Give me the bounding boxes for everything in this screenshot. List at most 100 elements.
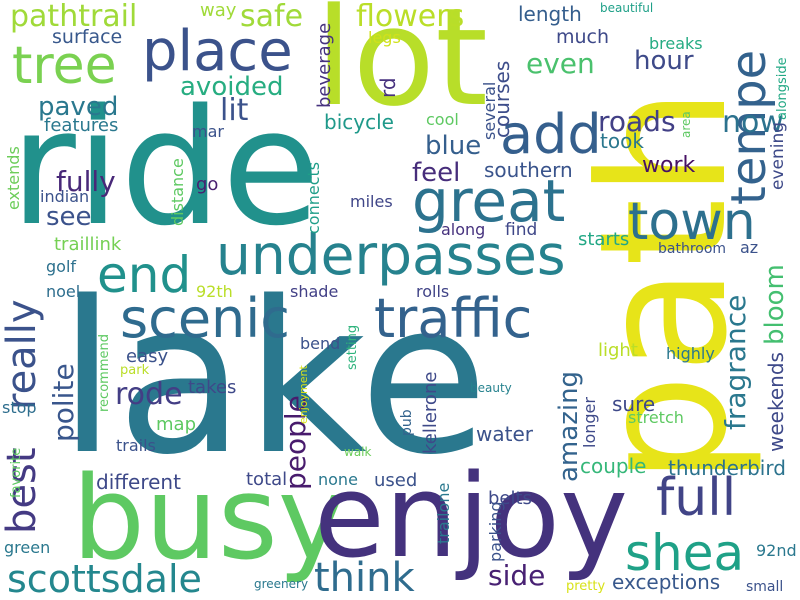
word-avoided: avoided xyxy=(180,72,284,102)
word-trailone: trailone xyxy=(434,482,453,544)
word-enjoyment: enjoyment xyxy=(297,365,310,424)
word-length: length xyxy=(518,2,582,26)
word-legs: legs xyxy=(368,28,401,47)
word-bloom: bloom xyxy=(760,264,790,345)
word-polite: polite xyxy=(47,363,80,442)
word-safe: safe xyxy=(240,0,304,34)
word-kellerone: kellerone xyxy=(420,371,441,454)
word-bend: bend xyxy=(300,334,341,353)
word-setting: setting xyxy=(345,324,360,370)
word-enjoy: enjoy xyxy=(314,450,629,584)
word-recommend: recommend xyxy=(97,334,112,412)
word-green: green xyxy=(4,538,51,557)
word-easy: easy xyxy=(126,346,169,367)
word-several: several xyxy=(480,81,499,140)
word-extends: extends xyxy=(4,146,23,210)
word-lot: lot xyxy=(315,0,489,136)
word-scottsdale: scottsdale xyxy=(7,557,202,600)
word-az: az xyxy=(740,238,759,257)
word-tree: tree xyxy=(12,36,117,96)
word-takes: takes xyxy=(188,377,237,398)
word-flowers: flowers xyxy=(356,0,465,34)
word-ride: ride xyxy=(10,74,321,261)
word-busy: busy xyxy=(72,452,346,586)
word-along: along xyxy=(441,220,486,239)
word-greenery: greenery xyxy=(254,577,309,591)
word-even: even xyxy=(526,47,595,80)
word-evening: evening xyxy=(768,121,788,190)
word-stop: stop xyxy=(2,398,37,417)
word-thunderbird: thunderbird xyxy=(668,456,786,480)
word-rd: rd xyxy=(376,77,400,98)
word-walk: walk xyxy=(344,445,372,459)
word-park: park xyxy=(120,363,150,378)
word-distance: distance xyxy=(168,158,187,226)
word-way: way xyxy=(200,0,237,21)
word-area: area xyxy=(679,111,693,138)
word-lit: lit xyxy=(220,93,249,128)
word-pathtrail: pathtrail xyxy=(10,0,138,34)
word-features: features xyxy=(44,115,119,136)
word-golf: golf xyxy=(46,257,77,276)
word-paved: paved xyxy=(38,92,119,122)
word-beautiful: beautiful xyxy=(600,1,654,15)
word-amazing: amazing xyxy=(554,370,584,482)
word-pub: pub xyxy=(399,409,415,436)
word-find: find xyxy=(505,220,538,240)
word-rolls: rolls xyxy=(416,282,450,301)
word-shea: shea xyxy=(625,524,745,582)
word-end: end xyxy=(97,246,192,304)
word-side: side xyxy=(488,559,546,592)
word-traffic: traffic xyxy=(374,287,533,350)
word-rode: rode xyxy=(115,377,183,412)
word-92nd: 92nd xyxy=(756,541,797,560)
word-light: light xyxy=(598,340,638,361)
word-fully: fully xyxy=(56,165,116,198)
word-full: full xyxy=(656,468,737,528)
word-trails: trails xyxy=(116,436,156,455)
word-used: used xyxy=(374,470,418,491)
word-feel: feel xyxy=(412,158,461,188)
word-92th: 92th xyxy=(196,282,233,301)
word-southern: southern xyxy=(484,158,573,182)
word-breaks: breaks xyxy=(649,34,703,53)
word-great: great xyxy=(412,167,566,235)
word-weekends: weekends xyxy=(764,352,788,452)
word-indian: indian xyxy=(40,187,90,206)
word-couple: couple xyxy=(580,454,647,478)
word-roads: roads xyxy=(598,105,676,138)
word-longer: longer xyxy=(580,397,599,448)
word-mar: mar xyxy=(192,122,224,141)
word-starts: starts xyxy=(578,229,630,250)
word-shade: shade xyxy=(290,282,339,301)
word-connects: connects xyxy=(304,161,323,234)
word-hour: hour xyxy=(634,46,694,76)
word-took: took xyxy=(600,129,644,153)
word-beverage: beverage xyxy=(314,22,335,108)
word-map: map xyxy=(156,414,196,435)
word-sure: sure xyxy=(612,392,656,416)
word-place: place xyxy=(142,19,293,84)
word-none: none xyxy=(318,470,358,489)
word-surface: surface xyxy=(52,26,123,48)
word-lake: lake xyxy=(58,256,489,501)
word-noel: noel xyxy=(46,282,81,301)
word-town: town xyxy=(628,192,756,252)
word-bicycle: bicycle xyxy=(324,110,394,134)
word-add: add xyxy=(500,103,602,166)
word-cool: cool xyxy=(426,110,459,129)
word-now: now xyxy=(722,105,784,140)
word-bathroom: bathroom xyxy=(658,241,727,257)
word-stretch: stretch xyxy=(628,408,684,427)
word-underpasses: underpasses xyxy=(216,223,566,287)
word-fragrance: fragrance xyxy=(719,294,752,430)
word-traillink: traillink xyxy=(54,234,122,255)
word-highly: highly xyxy=(666,344,715,363)
word-blue: blue xyxy=(425,131,482,161)
word-miles: miles xyxy=(350,192,393,211)
word-parking: parking xyxy=(486,501,505,562)
word-beauty: beauty xyxy=(470,381,512,395)
word-go: go xyxy=(196,174,219,195)
word-water: water xyxy=(476,422,533,446)
